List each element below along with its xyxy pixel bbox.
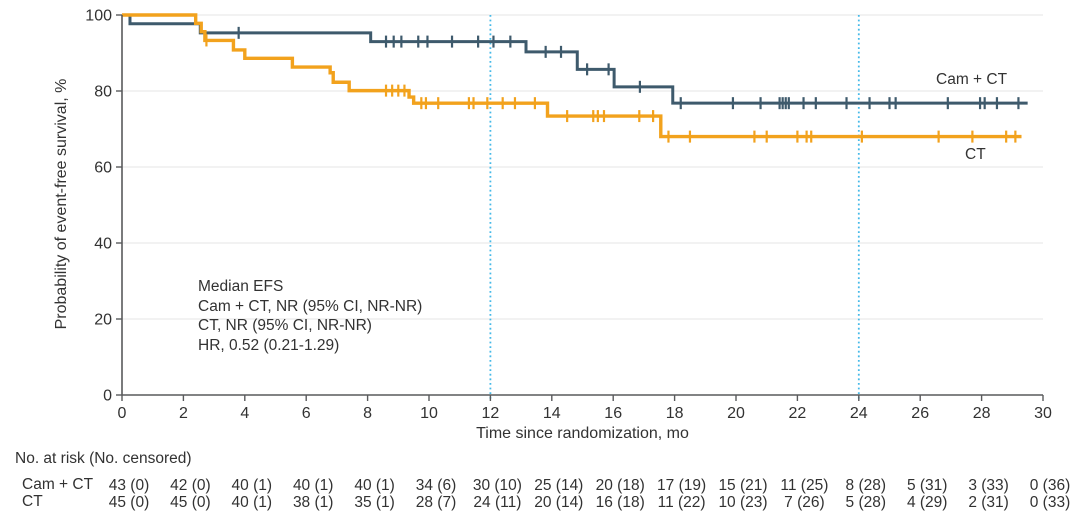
x-tick-label: 14 bbox=[543, 405, 561, 422]
risk-table-header: No. at risk (No. censored) bbox=[15, 450, 192, 467]
risk-cell-ct-18mo: 11 (22) bbox=[657, 494, 706, 511]
x-tick-label: 20 bbox=[727, 405, 745, 422]
y-tick-label: 80 bbox=[94, 84, 112, 101]
risk-cell-ct-20mo: 10 (23) bbox=[718, 494, 768, 511]
annotation-line-hr: HR, 0.52 (0.21-1.29) bbox=[198, 336, 340, 354]
risk-cell-cam-ct-18mo: 17 (19) bbox=[657, 477, 707, 494]
x-tick-label: 26 bbox=[911, 405, 929, 422]
x-axis-title: Time since randomization, mo bbox=[476, 425, 689, 442]
y-axis-title: Probability of event-free survival, % bbox=[53, 78, 70, 330]
risk-cell-cam-ct-28mo: 3 (33) bbox=[968, 477, 1009, 494]
censor-marks-cam-ct bbox=[237, 26, 1020, 110]
x-tick-label: 10 bbox=[420, 405, 438, 422]
y-tick-label: 20 bbox=[94, 312, 112, 329]
annotation-line-ct: CT, NR (95% CI, NR-NR) bbox=[198, 317, 372, 334]
survival-curve-ct bbox=[122, 13, 1022, 139]
x-tick-label: 24 bbox=[850, 405, 868, 422]
risk-row-label-ct: CT bbox=[22, 493, 43, 510]
risk-cell-cam-ct-8mo: 40 (1) bbox=[354, 477, 395, 494]
x-tick-label: 16 bbox=[604, 405, 622, 422]
x-tick-label: 4 bbox=[240, 405, 249, 422]
censor-marks-ct bbox=[205, 34, 1017, 143]
x-tick-label: 0 bbox=[118, 405, 127, 422]
risk-cell-ct-10mo: 28 (7) bbox=[415, 494, 457, 511]
risk-cell-cam-ct-26mo: 5 (31) bbox=[906, 477, 948, 494]
annotation-line-camct: Cam + CT, NR (95% CI, NR-NR) bbox=[198, 297, 423, 315]
risk-cell-cam-ct-6mo: 40 (1) bbox=[292, 477, 334, 494]
risk-cell-cam-ct-2mo: 42 (0) bbox=[170, 477, 211, 494]
risk-cell-ct-0mo: 45 (0) bbox=[108, 494, 150, 511]
survival-curve-cam-ct bbox=[122, 13, 1028, 105]
risk-cell-ct-24mo: 5 (28) bbox=[845, 494, 887, 511]
annotation-line-median: Median EFS bbox=[198, 278, 284, 295]
risk-cell-cam-ct-24mo: 8 (28) bbox=[845, 477, 887, 494]
risk-cell-cam-ct-0mo: 43 (0) bbox=[108, 477, 150, 494]
x-tick-label: 6 bbox=[302, 405, 311, 422]
risk-cell-cam-ct-22mo: 11 (25) bbox=[780, 477, 829, 494]
risk-cell-ct-8mo: 35 (1) bbox=[354, 494, 395, 511]
y-tick-label: 100 bbox=[85, 8, 112, 25]
median-efs-annotation: Median EFS Cam + CT, NR (95% CI, NR-NR) … bbox=[198, 277, 422, 355]
x-tick-label: 8 bbox=[363, 405, 372, 422]
risk-cell-ct-22mo: 7 (26) bbox=[784, 494, 825, 511]
risk-cell-ct-14mo: 20 (14) bbox=[534, 494, 584, 511]
x-tick-label: 30 bbox=[1034, 405, 1052, 422]
risk-cell-ct-30mo: 0 (33) bbox=[1029, 494, 1071, 511]
risk-cell-cam-ct-4mo: 40 (1) bbox=[231, 477, 273, 494]
risk-cell-cam-ct-20mo: 15 (21) bbox=[718, 477, 768, 494]
risk-cell-ct-16mo: 16 (18) bbox=[595, 494, 645, 511]
x-tick-label: 22 bbox=[789, 405, 807, 422]
risk-cell-cam-ct-12mo: 30 (10) bbox=[472, 477, 522, 494]
risk-cell-cam-ct-30mo: 0 (36) bbox=[1029, 477, 1071, 494]
risk-row-label-cam-ct: Cam + CT bbox=[22, 476, 94, 493]
y-tick-label: 0 bbox=[103, 388, 112, 405]
y-tick-label: 60 bbox=[94, 160, 112, 177]
risk-cell-cam-ct-10mo: 34 (6) bbox=[415, 477, 457, 494]
risk-cell-cam-ct-14mo: 25 (14) bbox=[534, 477, 584, 494]
risk-cell-ct-28mo: 2 (31) bbox=[968, 494, 1009, 511]
x-tick-label: 12 bbox=[482, 405, 500, 422]
risk-cell-ct-26mo: 4 (29) bbox=[906, 494, 948, 511]
risk-cell-ct-6mo: 38 (1) bbox=[292, 494, 334, 511]
risk-cell-ct-2mo: 45 (0) bbox=[170, 494, 211, 511]
risk-cell-ct-12mo: 24 (11) bbox=[473, 494, 522, 511]
curve-label-ct: CT bbox=[965, 146, 986, 163]
x-tick-label: 18 bbox=[666, 405, 684, 422]
risk-cell-cam-ct-16mo: 20 (18) bbox=[595, 477, 645, 494]
curve-label-cam-ct: Cam + CT bbox=[936, 71, 1008, 88]
x-tick-label: 2 bbox=[179, 405, 188, 422]
y-tick-label: 40 bbox=[94, 236, 112, 253]
x-tick-label: 28 bbox=[973, 405, 991, 422]
risk-cell-ct-4mo: 40 (1) bbox=[231, 494, 273, 511]
